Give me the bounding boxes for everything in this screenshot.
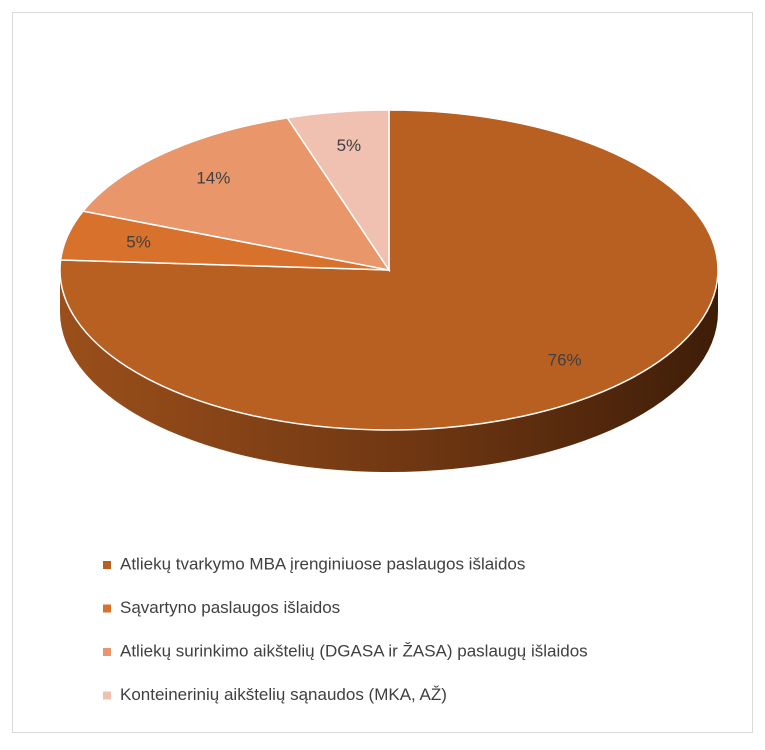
data-label: 5% (337, 136, 362, 155)
legend-swatch (103, 604, 111, 613)
legend-swatch (103, 691, 111, 700)
legend-label: Atliekų tvarkymo MBA įrenginiuose paslau… (120, 554, 525, 573)
data-label: 14% (196, 169, 230, 188)
legend-swatch (103, 561, 111, 569)
legend-label: Sąvartyno paslaugos išlaidos (120, 598, 340, 617)
slice (286, 109, 390, 273)
legend-label: Konteinerinių aikštelių sąnaudos (MKA, A… (120, 685, 447, 704)
data-label: 5% (126, 232, 151, 251)
slice-side (60, 270, 718, 472)
data-label: 76% (548, 350, 582, 369)
legend-label: Atliekų surinkimo aikštelių (DGASA ir ŽA… (120, 641, 588, 660)
legend-swatch (103, 648, 111, 656)
